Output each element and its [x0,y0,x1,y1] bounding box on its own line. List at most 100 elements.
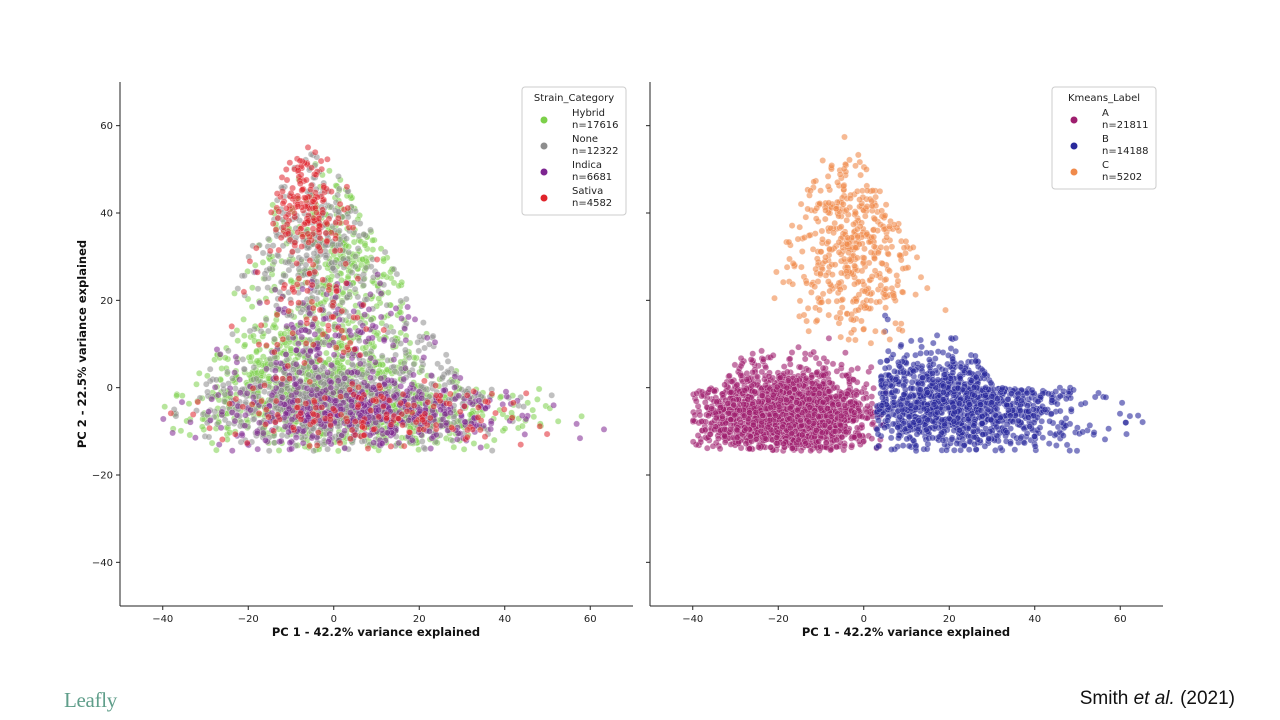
data-point-sativa [304,287,311,295]
data-point-hybrid [359,256,367,263]
data-point-hybrid [450,443,458,451]
data-point-sativa [354,401,362,409]
data-point-none [426,340,433,348]
data-point-sativa [294,404,302,411]
data-point-indica [482,405,489,412]
data-point-none [520,403,527,410]
data-point-indica [346,409,354,416]
data-point-sativa [355,383,362,391]
data-point-indica [293,346,300,354]
data-point-none [221,390,229,398]
data-point-a [767,444,775,451]
data-point-a [737,372,745,379]
data-point-hybrid [275,447,283,454]
data-point-sativa [406,429,414,436]
data-point-sativa [456,408,464,416]
data-point-sativa [226,400,233,408]
x-tick-label: 60 [584,614,597,625]
data-point-sativa [379,403,387,410]
data-point-indica [218,408,226,416]
data-point-indica [420,354,428,361]
data-point-sativa [336,439,344,447]
data-point-none [437,364,445,372]
data-point-none [250,415,258,423]
data-point-sativa [277,234,285,242]
data-point-sativa [289,329,297,337]
y-tick-label: 40 [100,209,113,220]
data-point-hybrid [186,431,194,439]
data-point-none [367,226,374,234]
data-point-none [360,281,368,289]
data-point-hybrid [173,392,180,400]
data-point-none [299,306,307,314]
data-point-hybrid [530,413,538,421]
data-point-sativa [298,243,306,250]
data-point-indica [398,315,405,322]
data-point-hybrid [208,439,216,447]
data-point-hybrid [253,347,260,355]
data-point-sativa [399,390,407,398]
data-point-sativa [294,166,302,174]
data-point-indica [311,331,319,338]
data-point-a [769,352,777,359]
x-ticks-left: −40 −20 0 20 40 60 [152,606,597,625]
data-point-sativa [351,345,359,353]
data-point-indica [466,399,474,406]
data-point-hybrid [369,236,376,244]
data-point-sativa [294,228,302,236]
data-point-sativa [306,442,313,450]
data-point-sativa [448,424,455,431]
data-point-indica [292,434,300,441]
data-point-sativa [311,398,318,406]
legend-strain-category: Strain_CategoryHybridn=17616Nonen=12322I… [521,86,627,216]
data-point-indica [370,384,377,391]
data-point-indica [231,417,239,425]
data-point-sativa [279,375,286,383]
data-point-sativa [269,220,277,228]
data-point-none [383,301,391,309]
data-point-hybrid [362,343,370,351]
data-point-sativa [312,171,320,179]
data-point-sativa [346,386,354,394]
data-point-sativa [275,208,283,215]
data-point-none [444,358,452,365]
legend-label-none: None [572,134,598,145]
data-point-sativa [289,248,296,256]
data-point-hybrid [384,289,392,296]
data-point-sativa [265,413,272,421]
data-point-sativa [344,343,351,351]
data-point-indica [332,332,339,339]
data-point-sativa [258,397,265,405]
data-point-hybrid [325,355,333,363]
data-point-sativa [410,402,418,409]
x-tick-label: −40 [152,614,173,625]
data-point-sativa [308,164,315,172]
legend-marker-indica [540,168,548,176]
data-point-none [241,365,248,373]
data-point-sativa [252,244,260,252]
data-point-sativa [297,415,305,423]
data-point-indica [228,447,236,455]
data-point-hybrid [234,337,242,345]
data-point-hybrid [519,422,526,430]
data-point-sativa [287,299,295,307]
legend-count-hybrid: n=17616 [572,120,619,131]
data-point-indica [169,429,176,437]
data-point-sativa [307,186,314,193]
data-point-sativa [272,397,280,405]
data-point-indica [281,423,289,430]
data-point-indica [325,438,332,446]
data-point-sativa [337,393,344,400]
data-point-indica [365,306,373,313]
data-point-sativa [340,334,348,342]
data-point-indica [477,444,485,451]
data-point-indica [309,432,316,440]
data-point-sativa [362,325,370,333]
data-point-indica [271,367,279,375]
data-point-none [262,316,270,324]
data-point-indica [344,368,352,376]
data-point-indica [232,353,240,361]
data-point-a [838,361,845,369]
data-point-indica [380,336,388,343]
data-point-none [334,191,341,199]
